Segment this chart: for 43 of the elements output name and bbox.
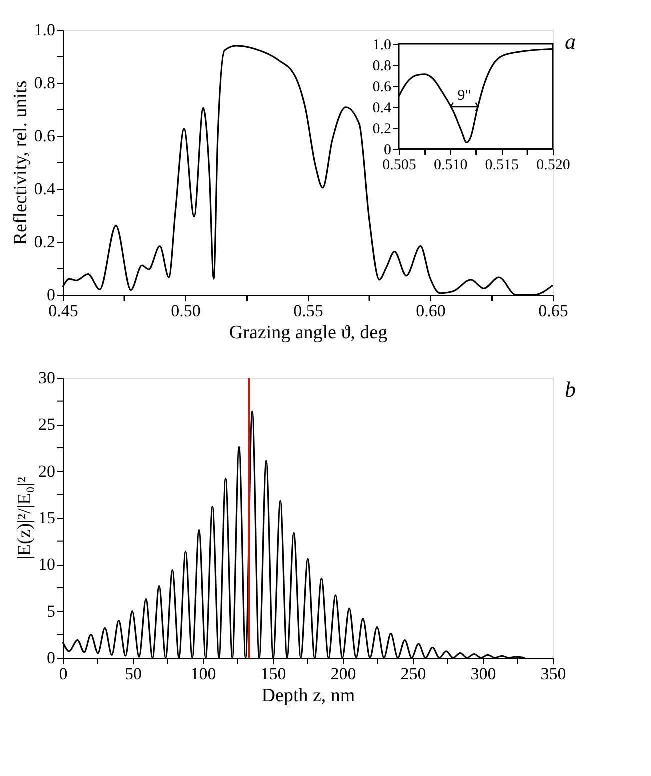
text: a: [565, 29, 576, 54]
y-tick-label: 5: [47, 602, 56, 621]
x-tick-label: 0.520: [536, 158, 570, 174]
x-tick-label: 350: [540, 664, 566, 684]
y-tick-label: 0: [47, 286, 56, 304]
x-tick-label: 0.505: [382, 158, 416, 174]
x-tick-label: 0.65: [538, 302, 568, 320]
y-tick-label: 0.8: [372, 58, 392, 74]
y-tick-label: 0.2: [372, 122, 392, 138]
x-axis-title: Depth z, nm: [262, 686, 356, 706]
x-tick-label: 150: [260, 664, 286, 684]
x-tick-label: 0.45: [48, 302, 78, 320]
x-tick-label: 300: [470, 664, 496, 684]
x-tick-label: 50: [125, 664, 142, 684]
x-tick-label: 0: [59, 664, 68, 684]
y-tick-label: 0.4: [372, 100, 392, 116]
y-tick-label: 0.6: [34, 126, 56, 146]
y-tick-label: 1.0: [34, 20, 56, 40]
y-tick-label: 10: [38, 555, 56, 574]
x-tick-label: 250: [400, 664, 426, 684]
y-tick-label: 1.0: [372, 38, 392, 54]
text: b: [565, 377, 576, 402]
x-tick-label: 0.60: [416, 302, 446, 320]
x-tick-label: 0.50: [171, 302, 201, 320]
y-axis-title: |E(z)|²/|E₀|²: [14, 476, 36, 560]
x-axis-title: Grazing angle ϑ, deg: [229, 322, 388, 344]
y-axis-title: Reflectivity, rel. units: [10, 80, 32, 246]
y-tick-label: 30: [38, 368, 56, 388]
y-tick-label: 0.8: [34, 74, 56, 92]
y-tick-label: 0.4: [34, 180, 56, 198]
annotation: 9": [458, 88, 472, 104]
y-tick-label: 25: [38, 415, 56, 434]
y-tick-label: 0.6: [372, 80, 392, 96]
x-tick-label: 0.55: [294, 302, 324, 320]
x-tick-label: 100: [190, 664, 216, 684]
x-tick-label: 0.510: [434, 158, 468, 174]
y-tick-label: 15: [38, 508, 56, 528]
x-tick-label: 0.515: [485, 158, 520, 174]
x-tick-label: 200: [330, 664, 356, 684]
y-tick-label: 20: [38, 462, 56, 481]
y-tick-label: 0.2: [34, 232, 56, 252]
y-tick-label: 0: [47, 648, 56, 668]
y-tick-label: 0: [384, 142, 392, 158]
